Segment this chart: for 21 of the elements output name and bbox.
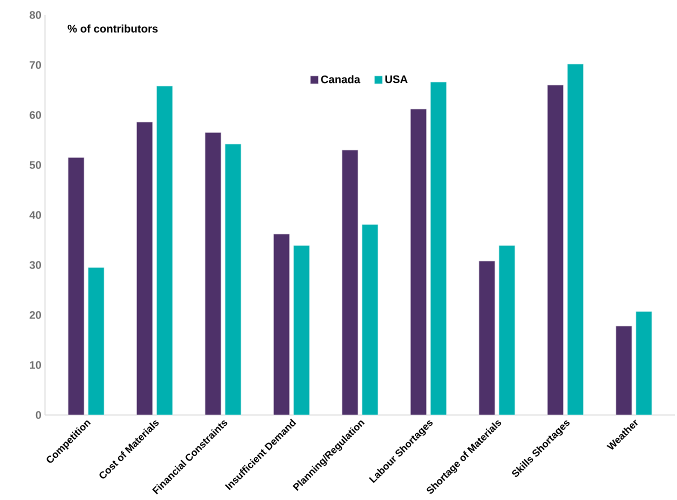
y-axis-title: % of contributors <box>68 24 158 33</box>
legend-label: USA <box>385 75 408 84</box>
y-tick-label: 10 <box>30 361 42 369</box>
y-tick-label: 70 <box>30 61 42 69</box>
bar <box>88 267 104 416</box>
legend-label: Canada <box>321 75 360 84</box>
y-tick-label: 50 <box>30 161 42 169</box>
y-tick-label: 0 <box>36 411 42 419</box>
y-tick-label: 30 <box>30 261 42 269</box>
bar <box>636 311 652 416</box>
bar <box>362 224 378 416</box>
y-tick-label: 20 <box>30 311 42 319</box>
y-tick-label: 40 <box>29 211 42 219</box>
y-tick-label: 80 <box>30 11 42 19</box>
bar <box>156 86 173 416</box>
bar <box>430 82 447 416</box>
bar <box>293 245 310 416</box>
y-tick-label: 60 <box>30 111 42 119</box>
bar <box>224 144 242 416</box>
bar <box>498 245 516 416</box>
bar <box>567 64 584 416</box>
